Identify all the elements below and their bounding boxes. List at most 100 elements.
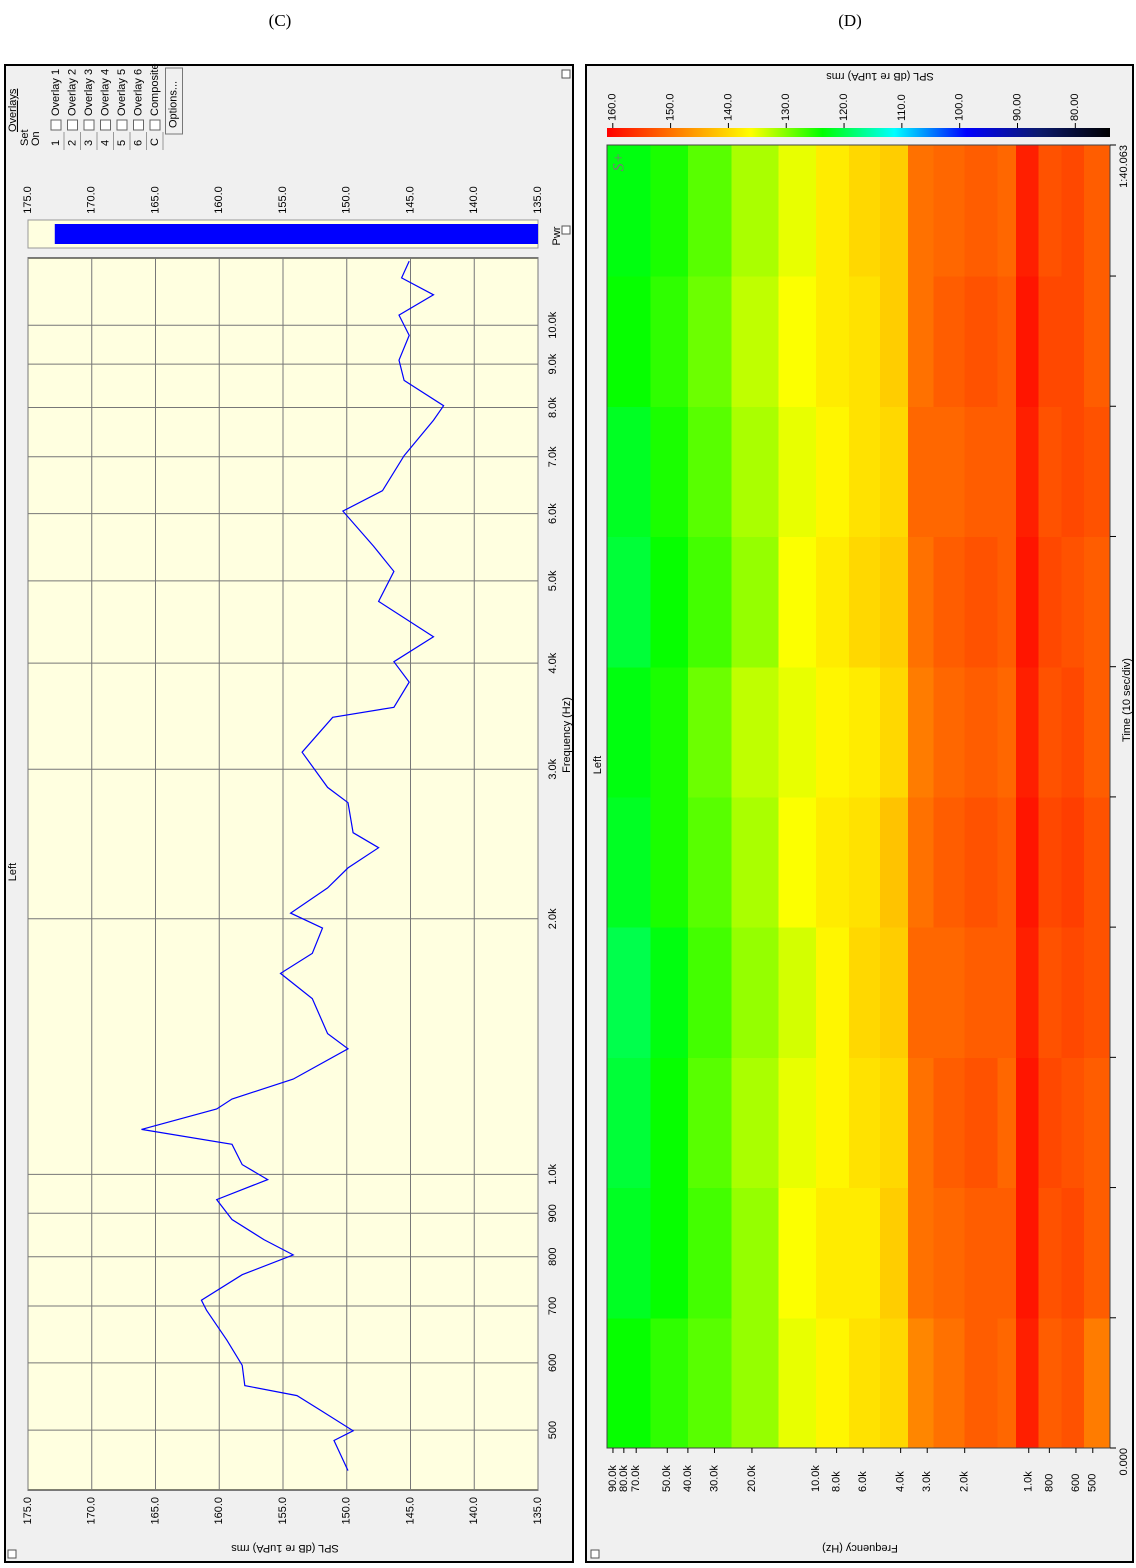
heatmap-cell — [907, 145, 935, 277]
heatmap-cell — [815, 406, 850, 538]
heatmap-cell — [687, 666, 732, 798]
heatmap-cell — [1038, 1057, 1063, 1189]
heatmap-cell — [1015, 1187, 1040, 1319]
heatmap-cell — [880, 1317, 909, 1449]
heatmap-cell — [778, 1057, 817, 1189]
heatmap-cell — [848, 406, 881, 538]
overlay-checkbox[interactable] — [67, 119, 78, 131]
x-tick-label: 700 — [547, 1297, 559, 1315]
panel-label: (D) — [838, 11, 862, 30]
heatmap-cell — [907, 666, 935, 798]
meter-tick-label: 150.0 — [341, 186, 353, 214]
heatmap-cell — [997, 406, 1017, 538]
corner-box[interactable] — [561, 69, 571, 79]
heatmap-cell — [687, 1187, 732, 1319]
overlay-checkbox[interactable] — [116, 119, 128, 131]
overlay-key: 2 — [66, 140, 78, 146]
heatmap-cell — [687, 145, 732, 277]
heatmap-cell — [731, 536, 780, 668]
x-tick-label: 6.0k — [547, 503, 559, 524]
chart-title: Left — [7, 863, 19, 881]
heatmap-cell — [607, 796, 652, 928]
heatmap-cell — [933, 927, 966, 1058]
meter-tick-label: 140.0 — [468, 186, 480, 214]
x-tick-label: 1.0k — [1023, 1471, 1035, 1492]
logo: S+ — [611, 153, 628, 172]
heatmap-cell — [907, 406, 935, 538]
overlay-key: 3 — [83, 140, 95, 146]
overlay-checkbox[interactable] — [100, 119, 111, 131]
heatmap-cell — [1015, 276, 1040, 407]
overlay-checkbox[interactable] — [149, 119, 161, 131]
heatmap-cell — [964, 406, 999, 538]
heatmap-cell — [1038, 406, 1063, 538]
overlay-checkbox[interactable] — [83, 119, 95, 131]
heatmap-cell — [1083, 536, 1111, 668]
heatmap-cell — [848, 666, 881, 798]
heatmap-cell — [880, 927, 909, 1058]
x-tick-label: 80.0k — [618, 1465, 630, 1492]
heatmap-cell — [607, 1187, 652, 1319]
heatmap-cell — [880, 406, 909, 538]
heatmap-cell — [1061, 666, 1085, 798]
heatmap-cell — [933, 1187, 966, 1319]
x-tick-label: 600 — [547, 1354, 559, 1372]
heatmap-cell — [607, 927, 652, 1058]
heatmap-cell — [848, 1187, 881, 1319]
heatmap-cell — [731, 276, 780, 407]
heatmap-cell — [1061, 536, 1085, 668]
heatmap-cell — [907, 796, 935, 928]
x-tick-label: 3.0k — [921, 1471, 933, 1492]
heatmap-cell — [997, 666, 1017, 798]
heatmap-cell — [907, 1317, 935, 1449]
heatmap-cell — [997, 536, 1017, 668]
heatmap-cell — [1083, 1187, 1111, 1319]
heatmap-cell — [687, 406, 732, 538]
heatmap-cell — [607, 406, 652, 538]
set-label: Set — [19, 129, 31, 146]
heatmap-cell — [731, 796, 780, 928]
colorbar-tick-label: 150.0 — [665, 93, 677, 121]
x-tick-label: 7.0k — [547, 446, 559, 467]
x-tick-label: 2.0k — [959, 1471, 971, 1492]
x-tick-label: 2.0k — [547, 908, 559, 929]
heatmap-cell — [1083, 927, 1111, 1058]
overlay-name: Overlay 2 — [66, 69, 78, 116]
heatmap-cell — [964, 927, 999, 1058]
heatmap-cell — [1038, 536, 1063, 668]
heatmap-cell — [848, 927, 881, 1058]
heatmap-cell — [687, 1057, 732, 1189]
heatmap-cell — [997, 796, 1017, 928]
heatmap-cell — [1015, 145, 1040, 277]
heatmap-cell — [687, 1317, 732, 1449]
on-label: On — [30, 131, 42, 146]
x-tick-label: 3.0k — [547, 758, 559, 779]
options-button[interactable] — [165, 67, 183, 135]
corner-box[interactable] — [590, 1549, 600, 1559]
heatmap-cell — [815, 1187, 850, 1319]
heatmap-cell — [848, 145, 881, 277]
meter-label: Pwr — [551, 226, 563, 245]
heatmap-cell — [933, 796, 966, 928]
x-tick-label: 500 — [1087, 1474, 1099, 1492]
corner-box[interactable] — [7, 1549, 17, 1559]
overlay-checkbox[interactable] — [133, 119, 144, 131]
x-tick-label: 9.0k — [547, 353, 559, 374]
corner-box[interactable] — [561, 225, 571, 235]
power-bar — [54, 224, 539, 244]
heatmap-cell — [997, 1317, 1017, 1449]
heatmap-cell — [1061, 927, 1085, 1058]
heatmap-cell — [1015, 536, 1040, 668]
heatmap-cell — [731, 406, 780, 538]
heatmap-cell — [964, 1317, 999, 1449]
heatmap-cell — [778, 406, 817, 538]
overlay-checkbox[interactable] — [50, 119, 62, 131]
x-tick-label: 30.0k — [708, 1465, 720, 1492]
heatmap-cell — [964, 536, 999, 668]
overlay-key: 1 — [50, 140, 62, 146]
y-axis-label: SPL (dB re 1uPA) rms — [231, 1542, 339, 1554]
heatmap-cell — [1061, 276, 1085, 407]
x-tick-label: 600 — [1070, 1474, 1082, 1492]
heatmap-cell — [650, 1057, 689, 1189]
